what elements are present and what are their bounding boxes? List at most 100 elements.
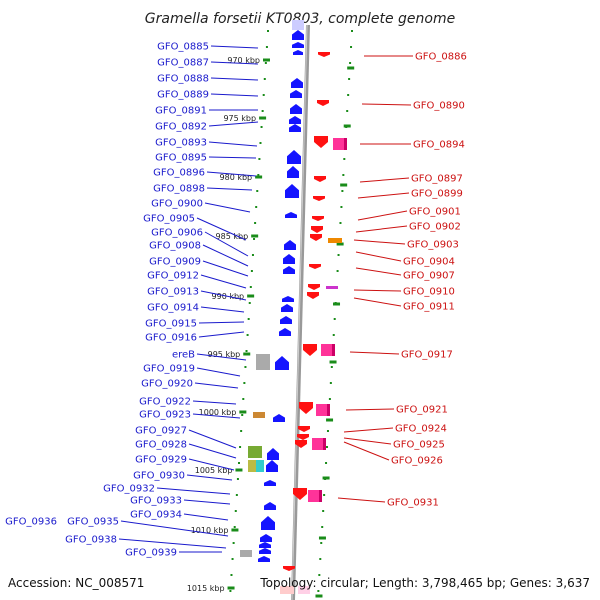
tick-label: 985 kbp [216, 232, 249, 241]
leader-line [208, 141, 258, 147]
forward-gene-arrow [280, 316, 292, 324]
gene-label-left: GFO_0908 [149, 241, 201, 252]
gene-label-right: GFO_0904 [403, 257, 455, 268]
forward-gene-arrow [293, 50, 303, 55]
gene-label-left: GFO_0893 [155, 138, 207, 149]
leader-line [210, 45, 259, 49]
leader-line [355, 251, 402, 262]
tick-label: 1000 kbp [199, 408, 237, 417]
rna-block [256, 354, 270, 370]
gene-label-left: GFO_0928 [135, 440, 187, 451]
leader-line [210, 77, 259, 81]
leader-line [355, 267, 402, 276]
reverse-gene-arrow [318, 52, 330, 57]
gene-label-left: GFO_0913 [147, 287, 199, 298]
forward-gene-arrow [283, 266, 295, 274]
leader-line [200, 290, 247, 301]
gene-label-left: GFO_0898 [153, 184, 205, 195]
forward-gene-arrow [292, 30, 304, 40]
gene-label-left: GFO_0927 [135, 426, 187, 437]
reverse-gene-pair-edge [332, 344, 335, 356]
gene-label-right: GFO_0921 [396, 405, 448, 416]
track-dot [246, 334, 249, 336]
leader-line [186, 474, 233, 481]
gene-label-right: GFO_0910 [403, 287, 455, 298]
tick-label: 970 kbp [227, 56, 260, 65]
track-dot [244, 366, 247, 368]
gene-label-right: GFO_0897 [411, 174, 463, 185]
leader-line [204, 231, 249, 257]
gene-label-right: GFO_0917 [401, 350, 453, 361]
gene-label-left: GFO_0922 [139, 397, 191, 408]
gene-label-left: GFO_0888 [157, 74, 209, 85]
track-dot [322, 510, 325, 512]
leader-line [345, 408, 395, 411]
track-dot [261, 110, 264, 112]
reverse-gene-arrow [317, 100, 329, 106]
gene-label-left: GFO_0891 [155, 106, 207, 117]
gene-label-left: GFO_0895 [155, 153, 207, 164]
tick-label: 980 kbp [220, 173, 253, 182]
gene-label-right: GFO_0890 [413, 101, 465, 112]
track-group [229, 24, 353, 600]
leader-line [183, 513, 229, 521]
feature-group [240, 20, 347, 594]
track-dot [254, 222, 257, 224]
forward-gene-arrow [287, 166, 299, 178]
leader-line [353, 297, 402, 307]
gene-label-left: GFO_0889 [157, 90, 209, 101]
rna-block [328, 238, 342, 243]
gene-label-right: GFO_0924 [395, 424, 447, 435]
leader-line [188, 443, 237, 459]
forward-gene-arrow [287, 150, 301, 164]
track-dot [351, 30, 353, 32]
track-dot [239, 446, 242, 448]
gene-label-left: GFO_0929 [135, 455, 187, 466]
reverse-gene-pair [280, 586, 294, 594]
track-dot [232, 542, 235, 544]
gene-label-left: GFO_0906 [151, 228, 203, 239]
leader-line [343, 441, 390, 461]
reverse-gene-arrow [293, 488, 307, 500]
track-dot [320, 542, 323, 544]
gene-label-left: GFO_0934 [130, 510, 182, 521]
gene-label-right: GFO_0886 [415, 52, 467, 63]
reverse-gene-pair [321, 344, 335, 356]
leader-line [337, 497, 386, 503]
track-dot [249, 286, 252, 288]
gene-label-right: GFO_0907 [403, 271, 455, 282]
track-dot [251, 254, 254, 256]
track-dot [347, 94, 350, 96]
leader-line [198, 321, 245, 324]
track-dot [265, 46, 268, 48]
track-dot [248, 302, 251, 304]
tick-label: 995 kbp [208, 350, 241, 359]
tick-label: 1010 kbp [191, 526, 229, 535]
forward-gene-arrow [282, 296, 294, 302]
leader-line [198, 331, 245, 338]
gene-label-right: GFO_0901 [409, 207, 461, 218]
leader-line-group [118, 45, 413, 553]
rna-block [253, 412, 265, 418]
leader-line [196, 217, 247, 241]
track-dot [339, 222, 342, 224]
tick-label: 1005 kbp [195, 466, 233, 475]
leader-line [206, 187, 253, 191]
reverse-gene-arrow [297, 434, 309, 440]
leader-line [183, 499, 231, 505]
reverse-gene-arrow [312, 216, 324, 221]
forward-gene-arrow [284, 240, 296, 250]
gene-label-right: GFO_0931 [387, 498, 439, 509]
leader-line [188, 458, 235, 471]
track-dot [250, 270, 253, 272]
gene-label-left: GFO_0933 [130, 496, 182, 507]
reverse-gene-pair [308, 490, 322, 502]
leader-line [208, 121, 259, 127]
leader-line [196, 353, 247, 361]
leader-line [200, 274, 247, 289]
forward-gene-arrow [259, 548, 271, 554]
track-dot [342, 174, 345, 176]
gene-label-left: GFO_0935 [67, 517, 119, 528]
forward-gene-arrow [258, 556, 270, 562]
